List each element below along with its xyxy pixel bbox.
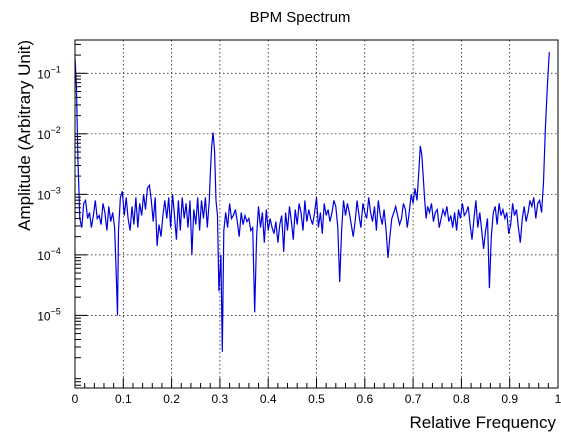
grid-lines [75,40,558,388]
y-tick-label: 10−3 [37,185,61,202]
y-tick-label: 10−4 [37,246,61,263]
x-tick-label: 1 [555,392,561,406]
x-tick-label: 0.5 [308,392,325,406]
y-tick-label: 10−5 [37,306,61,323]
x-tick-label: 0.6 [356,392,373,406]
x-tick-label: 0.1 [115,392,132,406]
y-tick-labels: 10−5 10−4 10−3 10−2 10−1 [37,64,61,323]
x-tick-label: 0 [72,392,79,406]
x-axis-label: Relative Frequency [410,413,557,432]
series-line [74,52,550,352]
x-tick-labels: 0 0.1 0.2 0.3 0.4 0.5 0.6 0.7 0.8 0.9 1 [72,392,561,406]
x-tick-label: 0.2 [163,392,180,406]
y-tick-label: 10−2 [37,125,61,142]
x-tick-label: 0.9 [501,392,518,406]
x-tick-label: 0.3 [212,392,229,406]
x-tick-label: 0.8 [453,392,470,406]
x-tick-label: 0.7 [405,392,422,406]
chart-title: BPM Spectrum [250,9,351,26]
y-axis-label: Amplitude (Arbitrary Unit) [15,40,34,231]
x-tick-label: 0.4 [260,392,277,406]
axis-ticks [74,43,559,388]
y-tick-label: 10−1 [37,64,61,81]
